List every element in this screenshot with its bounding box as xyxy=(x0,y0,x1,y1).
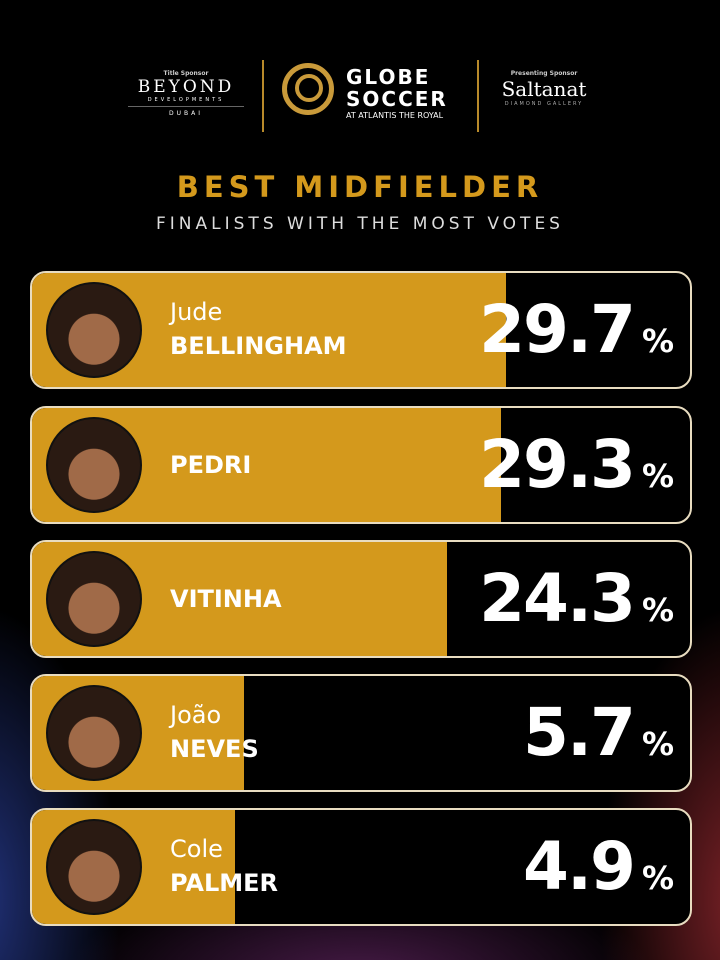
vote-percentage: 29.7% xyxy=(479,291,674,368)
player-name: João NEVES xyxy=(170,698,259,766)
player-photo xyxy=(46,417,142,513)
brand-sub: AT ATLANTIS THE ROYAL xyxy=(346,111,444,120)
globe-soccer-wordmark: GLOBE SOCCER AT ATLANTIS THE ROYAL xyxy=(346,66,448,122)
unit-label: % xyxy=(641,322,674,360)
bar-row: PEDRI 29.3% xyxy=(30,406,692,524)
player-last-name: BELLINGHAM xyxy=(170,332,347,360)
value-label: 29.3 xyxy=(479,426,636,503)
vote-percentage: 24.3% xyxy=(479,560,674,637)
vote-percentage: 29.3% xyxy=(479,426,674,503)
player-photo xyxy=(46,282,142,378)
player-first-name: João xyxy=(170,701,222,729)
presenting-sponsor-name: Saltanat xyxy=(501,77,587,101)
player-last-name: PALMER xyxy=(170,869,279,897)
presenting-sponsor-logo: Presenting Sponsor Saltanat DIAMOND GALL… xyxy=(494,70,594,107)
unit-label: % xyxy=(641,457,674,495)
player-last-name: NEVES xyxy=(170,735,259,763)
chart-subtitle: FINALISTS WITH THE MOST VOTES xyxy=(156,214,564,234)
value-label: 4.9 xyxy=(523,828,636,905)
title-sponsor-sub: DEVELOPMENTS xyxy=(128,97,244,107)
brand-line2: SOCCER xyxy=(346,87,448,111)
title-sponsor-label: Title Sponsor xyxy=(163,70,209,77)
title-sponsor-name: BEYOND xyxy=(137,77,235,97)
unit-label: % xyxy=(641,591,674,629)
player-photo xyxy=(46,551,142,647)
player-name: VITINHA xyxy=(170,582,282,616)
player-photo xyxy=(46,685,142,781)
globe-soccer-logo-icon xyxy=(282,63,334,115)
brand-line1: GLOBE xyxy=(346,65,431,89)
chart-title: BEST MIDFIELDER xyxy=(176,170,544,204)
presenting-sponsor-sub: DIAMOND GALLERY xyxy=(504,101,584,107)
value-label: 24.3 xyxy=(479,560,636,637)
player-name: Jude BELLINGHAM xyxy=(170,295,347,363)
player-name: PEDRI xyxy=(170,448,251,482)
player-name: Cole PALMER xyxy=(170,832,278,900)
player-first-name: Cole xyxy=(170,835,223,863)
title-sponsor-city: DUBAI xyxy=(168,110,203,117)
vote-percentage: 5.7% xyxy=(523,694,674,771)
bar-row: João NEVES 5.7% xyxy=(30,674,692,792)
sponsor-header: Title Sponsor BEYOND DEVELOPMENTS DUBAI … xyxy=(0,58,720,133)
divider xyxy=(262,60,264,132)
player-last-name: PEDRI xyxy=(170,451,252,479)
value-label: 29.7 xyxy=(479,291,636,368)
title-sponsor-logo: Title Sponsor BEYOND DEVELOPMENTS DUBAI xyxy=(128,70,244,117)
unit-label: % xyxy=(641,725,674,763)
unit-label: % xyxy=(641,859,674,897)
player-photo xyxy=(46,819,142,915)
player-last-name: VITINHA xyxy=(170,585,282,613)
presenting-sponsor-label: Presenting Sponsor xyxy=(510,70,578,77)
bar-row: VITINHA 24.3% xyxy=(30,540,692,658)
vote-percentage: 4.9% xyxy=(523,828,674,905)
bar-row: Jude BELLINGHAM 29.7% xyxy=(30,271,692,389)
value-label: 5.7 xyxy=(523,694,636,771)
divider xyxy=(477,60,479,132)
player-first-name: Jude xyxy=(170,298,223,326)
bar-row: Cole PALMER 4.9% xyxy=(30,808,692,926)
